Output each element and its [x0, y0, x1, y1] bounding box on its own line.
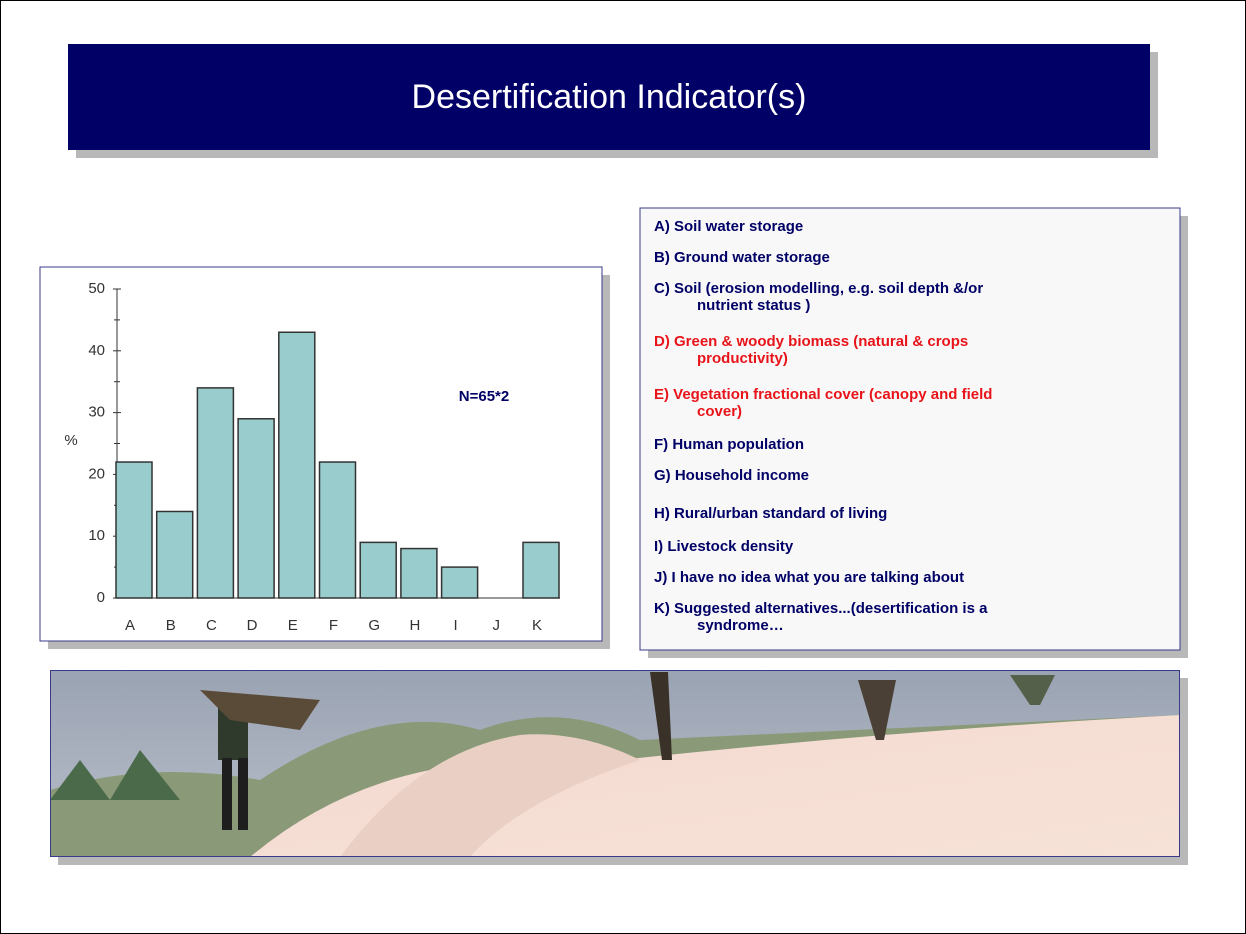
title-banner	[68, 44, 1150, 150]
photo-frame	[50, 670, 1180, 857]
bar	[440, 566, 479, 599]
list-item: G) Household income	[654, 467, 809, 484]
x-tick-label: D	[247, 617, 258, 634]
list-item: K) Suggested alternatives...(desertifica…	[654, 600, 988, 617]
bar	[318, 461, 357, 599]
list-item: B) Ground water storage	[654, 249, 830, 266]
y-tick-label: 40	[88, 342, 105, 359]
x-tick-label: H	[409, 617, 420, 634]
list-item: I) Livestock density	[654, 538, 794, 555]
bar	[522, 541, 560, 599]
bar	[115, 461, 153, 599]
x-tick-label: B	[166, 617, 176, 634]
bar	[278, 331, 316, 599]
x-tick-label: K	[532, 617, 542, 634]
y-tick-label: 50	[88, 280, 105, 297]
x-tick-label: F	[329, 617, 338, 634]
y-tick-label: 10	[88, 527, 105, 544]
list-item: C) Soil (erosion modelling, e.g. soil de…	[654, 280, 983, 297]
x-tick-label: C	[206, 617, 217, 634]
y-tick-label: 0	[97, 589, 105, 606]
list-item: nutrient status )	[697, 297, 810, 314]
y-tick-label: 20	[88, 465, 105, 482]
x-tick-label: I	[454, 617, 458, 634]
photo	[50, 670, 1180, 857]
y-tick-label: 30	[88, 404, 105, 421]
y-axis-label: %	[64, 432, 77, 449]
list-frame	[639, 207, 1181, 651]
bar	[237, 418, 275, 599]
list-item: syndrome…	[697, 617, 784, 634]
bar	[155, 510, 194, 599]
list-item: D) Green & woody biomass (natural & crop…	[654, 333, 968, 350]
annotation: N=65*2	[459, 388, 509, 405]
x-tick-label: A	[125, 617, 135, 634]
bar	[400, 547, 438, 599]
x-tick-label: G	[368, 617, 380, 634]
slide-title: Desertification Indicator(s)	[412, 78, 807, 116]
list-item: F) Human population	[654, 436, 804, 453]
list-item: E) Vegetation fractional cover (canopy a…	[654, 386, 992, 403]
x-tick-label: J	[493, 617, 501, 634]
bar	[359, 541, 397, 599]
x-tick-label: E	[288, 617, 298, 634]
list-item: cover)	[697, 403, 742, 420]
list-item: productivity)	[697, 350, 788, 367]
list-item: A) Soil water storage	[654, 218, 803, 235]
list-item: H) Rural/urban standard of living	[654, 505, 887, 522]
bar	[196, 387, 235, 599]
list-item: J) I have no idea what you are talking a…	[654, 569, 964, 586]
